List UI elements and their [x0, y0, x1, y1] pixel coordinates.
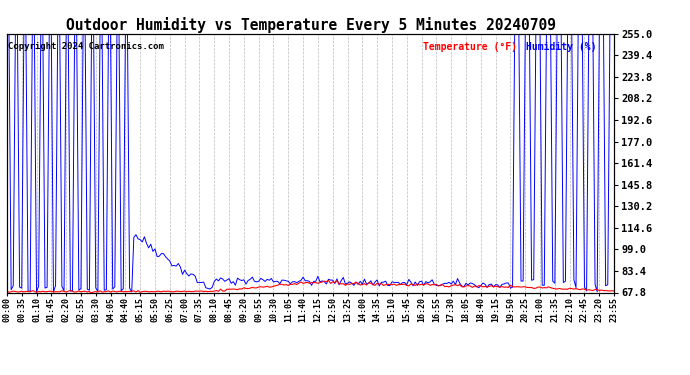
Text: Humidity (%): Humidity (%) — [526, 42, 597, 51]
Title: Outdoor Humidity vs Temperature Every 5 Minutes 20240709: Outdoor Humidity vs Temperature Every 5 … — [66, 16, 555, 33]
Text: Temperature (°F): Temperature (°F) — [423, 42, 517, 51]
Text: Copyright 2024 Cartronics.com: Copyright 2024 Cartronics.com — [8, 42, 164, 51]
